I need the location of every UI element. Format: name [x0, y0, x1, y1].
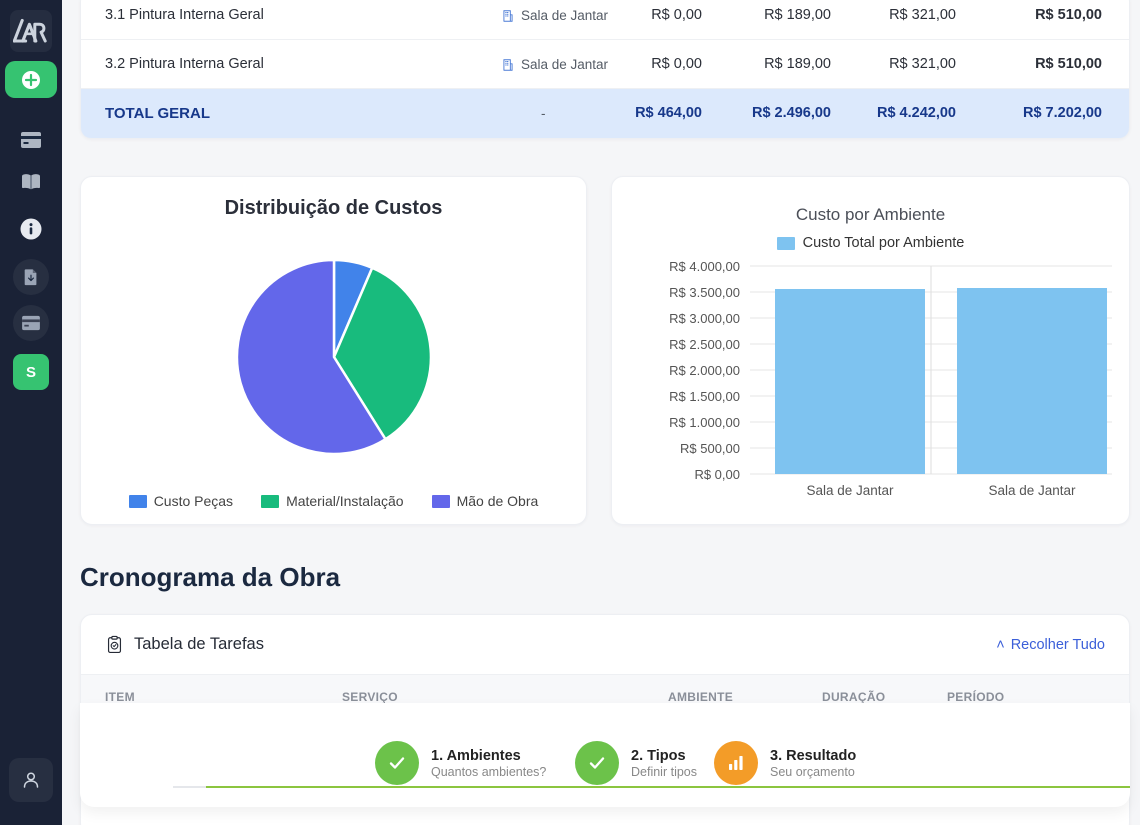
svg-text:R$ 3.500,00: R$ 3.500,00 — [669, 285, 740, 300]
svg-text:R$ 1.000,00: R$ 1.000,00 — [669, 415, 740, 430]
svg-text:R$ 1.500,00: R$ 1.500,00 — [669, 389, 740, 404]
svg-text:R$ 0,00: R$ 0,00 — [694, 467, 740, 482]
svg-text:R$ 2.000,00: R$ 2.000,00 — [669, 363, 740, 378]
svg-text:R$ 3.000,00: R$ 3.000,00 — [669, 311, 740, 326]
svg-text:R$ 500,00: R$ 500,00 — [680, 441, 740, 456]
svg-text:R$ 2.500,00: R$ 2.500,00 — [669, 337, 740, 352]
svg-text:Sala de Jantar: Sala de Jantar — [988, 483, 1076, 498]
svg-text:Sala de Jantar: Sala de Jantar — [806, 483, 894, 498]
svg-text:R$ 4.000,00: R$ 4.000,00 — [669, 259, 740, 274]
